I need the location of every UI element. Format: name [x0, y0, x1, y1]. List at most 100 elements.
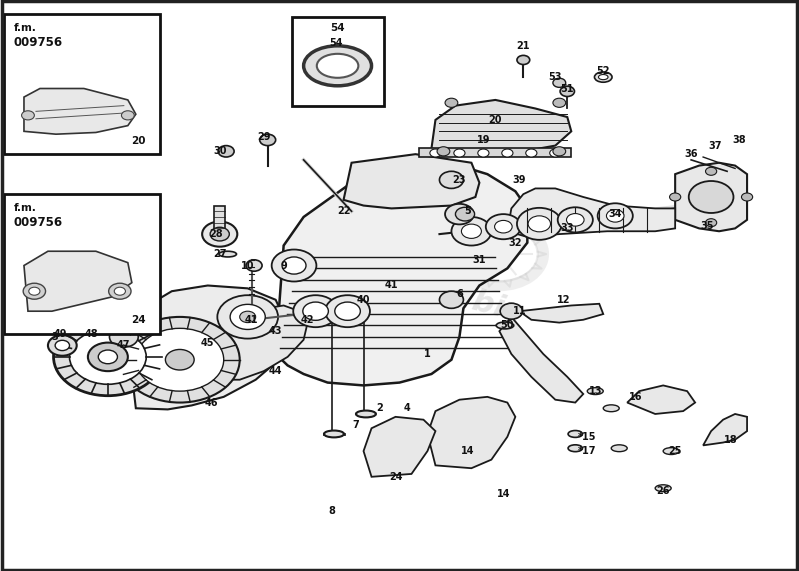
Text: 28: 28	[209, 229, 223, 239]
Text: f.m.: f.m.	[14, 203, 37, 213]
Text: 34: 34	[609, 209, 622, 219]
Circle shape	[98, 350, 117, 364]
Circle shape	[218, 146, 234, 157]
Circle shape	[606, 210, 624, 222]
Text: 21: 21	[517, 41, 530, 51]
Text: 2: 2	[376, 403, 383, 413]
Ellipse shape	[594, 72, 612, 82]
Text: 7: 7	[352, 420, 359, 431]
Text: 47: 47	[117, 340, 130, 351]
Bar	[4, 14, 160, 154]
Polygon shape	[507, 188, 675, 237]
Text: 8: 8	[328, 506, 335, 516]
Bar	[214, 206, 225, 231]
Polygon shape	[519, 304, 603, 323]
Bar	[4, 194, 160, 334]
Circle shape	[689, 181, 733, 213]
Circle shape	[70, 329, 146, 384]
Polygon shape	[276, 163, 527, 385]
Circle shape	[741, 193, 753, 201]
Text: 49: 49	[54, 329, 66, 339]
Text: 51: 51	[561, 83, 574, 94]
Circle shape	[282, 257, 306, 274]
Polygon shape	[499, 317, 583, 403]
Ellipse shape	[568, 445, 582, 452]
Polygon shape	[431, 100, 571, 154]
Circle shape	[293, 295, 338, 327]
Text: 40: 40	[357, 295, 370, 305]
Circle shape	[566, 214, 584, 226]
Text: 54: 54	[330, 23, 345, 33]
Text: 54: 54	[329, 38, 342, 48]
Polygon shape	[132, 286, 284, 409]
Circle shape	[437, 147, 450, 156]
Circle shape	[478, 149, 489, 157]
Circle shape	[462, 224, 481, 239]
Circle shape	[210, 227, 229, 241]
Text: 6: 6	[456, 289, 463, 299]
Text: 35: 35	[701, 220, 714, 231]
Circle shape	[451, 217, 491, 246]
Circle shape	[217, 295, 278, 339]
Text: 20: 20	[489, 115, 502, 125]
Polygon shape	[364, 417, 435, 477]
Text: 19: 19	[477, 135, 490, 145]
Circle shape	[560, 86, 574, 96]
Circle shape	[29, 287, 40, 295]
Circle shape	[109, 327, 138, 347]
Text: 14: 14	[461, 446, 474, 456]
Text: 29: 29	[257, 132, 270, 142]
Text: 12: 12	[557, 295, 570, 305]
Circle shape	[550, 149, 561, 157]
Circle shape	[502, 149, 513, 157]
Polygon shape	[627, 385, 695, 414]
Polygon shape	[204, 305, 308, 380]
Ellipse shape	[316, 54, 358, 78]
Circle shape	[445, 204, 474, 224]
Ellipse shape	[304, 46, 372, 86]
Polygon shape	[427, 397, 515, 468]
Text: 39: 39	[513, 175, 526, 185]
Circle shape	[136, 328, 224, 391]
Text: 9: 9	[280, 260, 287, 271]
Ellipse shape	[611, 445, 627, 452]
Text: 53: 53	[549, 72, 562, 82]
Circle shape	[517, 208, 562, 240]
Ellipse shape	[603, 405, 619, 412]
Text: 23: 23	[453, 175, 466, 185]
Circle shape	[455, 207, 475, 221]
Circle shape	[439, 291, 463, 308]
Text: 37: 37	[709, 140, 721, 151]
Circle shape	[246, 260, 262, 271]
Text: 009756: 009756	[14, 36, 62, 49]
Ellipse shape	[663, 448, 679, 455]
Text: 45: 45	[201, 337, 214, 348]
Text: 48: 48	[85, 329, 99, 339]
Ellipse shape	[496, 322, 514, 329]
Text: 33: 33	[561, 223, 574, 234]
Circle shape	[430, 149, 441, 157]
Circle shape	[48, 335, 77, 356]
Text: 11: 11	[513, 306, 526, 316]
Circle shape	[230, 304, 265, 329]
Ellipse shape	[598, 74, 608, 79]
Text: 13: 13	[589, 386, 602, 396]
Circle shape	[486, 214, 521, 239]
Circle shape	[109, 283, 131, 299]
Circle shape	[202, 222, 237, 247]
Circle shape	[240, 311, 256, 323]
Polygon shape	[24, 251, 132, 311]
Text: parts-bin.biz: parts-bin.biz	[306, 243, 525, 328]
Text: 36: 36	[685, 149, 698, 159]
Circle shape	[55, 340, 70, 351]
Circle shape	[706, 219, 717, 227]
Circle shape	[54, 318, 162, 396]
Text: 10: 10	[241, 260, 254, 271]
Text: 22: 22	[337, 206, 350, 216]
Text: 50: 50	[501, 320, 514, 331]
Ellipse shape	[219, 251, 237, 257]
Text: 27: 27	[213, 249, 226, 259]
Text: 46: 46	[205, 397, 218, 408]
Circle shape	[526, 149, 537, 157]
Circle shape	[558, 207, 593, 232]
